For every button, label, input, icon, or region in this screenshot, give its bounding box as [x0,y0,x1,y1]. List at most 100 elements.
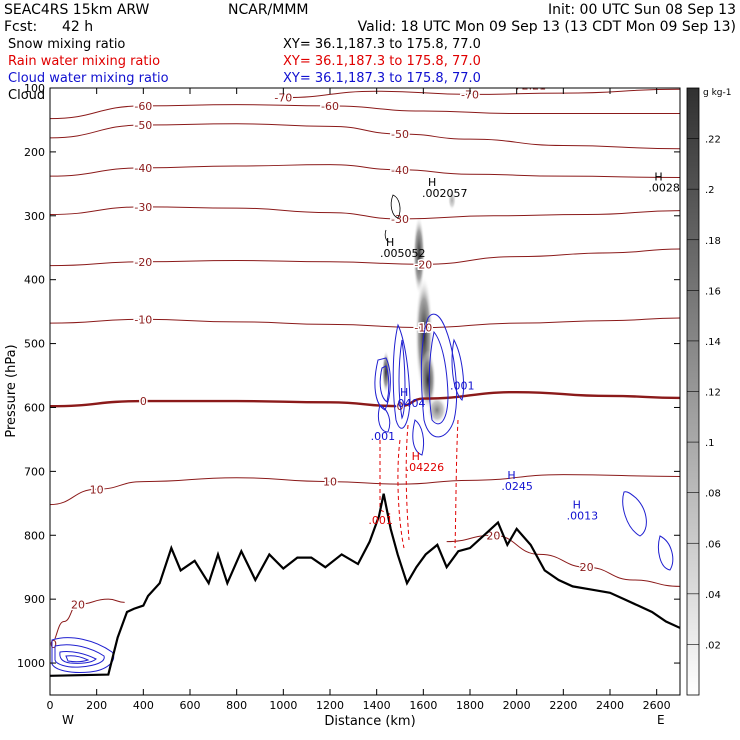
plot-area [50,88,680,695]
cloud-water-contours [51,313,674,673]
x-tick-label: 1800 [456,699,484,712]
y-tick-label: 500 [24,338,45,351]
contour-label: -10 [134,313,152,326]
contour-label: 20 [71,598,85,611]
cloud-ice-contour [384,229,391,243]
cloud-water-contour [451,338,465,401]
x-tick-label: 2000 [503,699,531,712]
temperature-contour [50,598,125,645]
contour-label: -40 [391,164,409,177]
field-xy: XY= 36.1,187.3 to 175.8, 77.0 [283,37,481,52]
extremum-marker: H [386,236,394,249]
fcst-value: 42 h [62,19,93,35]
x-tick-label: 600 [180,699,201,712]
temperature-contour [50,317,680,329]
colorbar-ticks: .02 .04 .06 .08 .1 .12 .14 .16 .18 .2 .22 [687,135,721,651]
colorbar-tick-label: .06 [705,539,721,550]
extremum-marker: H [654,171,662,184]
extremum-value: .0245 [501,480,533,493]
contour-label: 0 [140,395,147,408]
contour-label: -20 [134,256,152,269]
colorbar-tick-label: .08 [705,489,721,500]
x-tick-label: 1600 [409,699,437,712]
extremum-value: .001 [450,380,475,393]
colorbar-tick-label: .16 [705,286,721,297]
y-tick-label: 700 [24,465,45,478]
y-tick-label: 300 [24,210,45,223]
field-xy: XY= 36.1,187.3 to 175.8, 77.0 [283,54,481,69]
y-tick-label: 1000 [17,657,45,670]
extremum-value: .001 [368,514,393,527]
field-name: Snow mixing ratio [8,37,125,52]
cloud-water-contour [657,535,674,571]
cloud-water-contour [622,491,647,537]
contour-label: 10 [323,476,337,489]
temperature-contour [446,534,680,587]
cloud-water-contour [398,339,406,420]
init-time: Init: 00 UTC Sun 08 Sep 13 [548,2,736,18]
ice-shade-top [448,190,456,210]
contour-label: -70 [274,92,292,105]
field-name: Rain water mixing ratio [8,54,160,69]
extremum-value: .04226 [406,461,445,474]
east-label: E [657,713,665,727]
cloud-water-contour [54,644,105,668]
contour-label: -50 [134,119,152,132]
center-label: NCAR/MMM [228,2,309,18]
x-tick-label: 200 [86,699,107,712]
contour-label: -60 [321,100,339,113]
rain-water-contour [397,439,405,549]
extremum-marker: H [573,498,581,511]
colorbar-tick-label: .2 [705,185,715,196]
y-tick-label: 200 [24,146,45,159]
y-tick-label: 400 [24,274,45,287]
colorbar-tick-label: .04 [705,590,721,601]
extremum-value: .005052 [380,247,426,260]
cloud-water-contour [377,404,391,433]
y-tick-label: 600 [24,401,45,414]
extremum-value: .0013 [567,509,599,522]
temperature-contour [50,164,680,178]
colorbar-tick-label: .14 [705,337,721,348]
extremum-value: -72.21 [511,79,546,92]
header: SEAC4RS 15km ARW NCAR/MMM Init: 00 UTC S… [4,2,736,35]
colorbar-tick-label: .12 [705,388,721,399]
cloud-water-contour [374,357,391,411]
y-tick-label: 100 [24,82,45,95]
contour-label: -40 [134,162,152,175]
contour-label: 20 [43,638,57,651]
colorbar-tick-label: .02 [705,640,721,651]
plot-frame [49,87,681,696]
valid-time: Valid: 18 UTC Mon 09 Sep 13 (13 CDT Mon … [358,19,736,35]
temperature-contour [50,206,680,220]
colorbar-tick-label: .22 [705,135,721,146]
rain-water-contour [454,419,459,549]
cloud-water-contour [392,323,411,429]
contour-label: -20 [414,258,432,271]
x-tick-label: 2200 [549,699,577,712]
fcst-label: Fcst: [4,19,37,35]
contour-label: -30 [134,201,152,214]
temperature-contour [50,474,680,506]
contour-label: -50 [391,128,409,141]
colorbar-unit: g kg-1 [703,88,731,98]
snow-shade-upper [413,215,425,295]
cloud-water-contour [59,651,97,664]
colorbar-tick-label: .1 [705,438,715,449]
extremum-value: .002057 [422,187,468,200]
y-axis-label: Pressure (hPa) [4,344,19,437]
contour-label: 10 [90,483,104,496]
cloud-water-contour [428,330,449,425]
temperature-contour [50,123,680,150]
extremum-value: .0404 [394,397,426,410]
extremum-value: .0028 [648,182,680,195]
contour-label: -60 [134,100,152,113]
colorbar: g kg-1 .02 .04 .06 .08 .1 .12 .14 .16 .18 .2 .22 [686,87,731,696]
extremum-value: .001 [371,430,396,443]
x-tick-label: 2400 [596,699,624,712]
field-xy: XY= 36.1,187.3 to 175.8, 77.0 [283,71,481,86]
extremum-marker: H [428,176,436,189]
cloud-water-contour [65,655,90,663]
model-title: SEAC4RS 15km ARW [4,2,150,18]
